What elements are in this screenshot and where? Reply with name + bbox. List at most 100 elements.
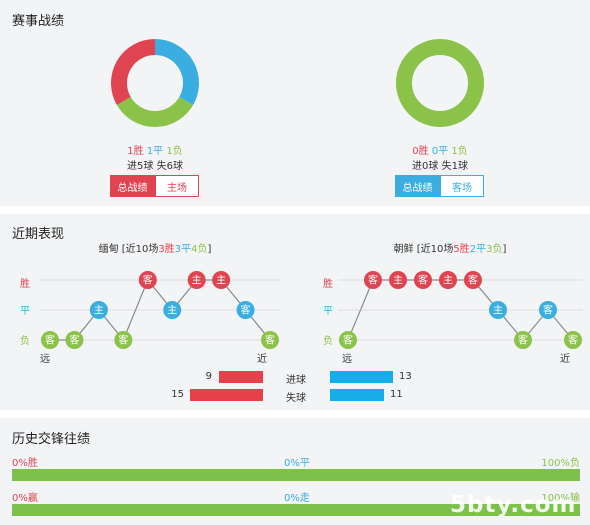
away-donut-slice-0 bbox=[396, 39, 484, 127]
home-form-point-0 bbox=[41, 331, 59, 349]
recent-panel: 近期表现 缅甸 [近10场3胜3平4负] 朝鲜 [近10场5胜2平3负] 胜 平… bbox=[0, 214, 590, 410]
home-scored-bar bbox=[219, 371, 263, 383]
home-form-point-label-2: 主 bbox=[94, 305, 104, 317]
away-form-point-label-3: 客 bbox=[418, 274, 428, 287]
history-loss-pct: 100%负 bbox=[541, 458, 580, 469]
away-summary-suffix: ] bbox=[502, 244, 507, 255]
away-form-point-label-7: 客 bbox=[518, 334, 528, 347]
home-record-wdl: 1胜 1平 1负 bbox=[100, 142, 210, 157]
history-win-pct: 0%胜 bbox=[12, 458, 38, 469]
away-ylabel-loss: 负 bbox=[323, 336, 333, 347]
away-form-point-label-8: 客 bbox=[543, 304, 553, 317]
record-panel: 赛事战绩 1胜 1平 1负 进5球 失6球 总战绩 主场 0胜 0平 1负 进0… bbox=[0, 0, 590, 206]
away-record-donut bbox=[396, 39, 484, 127]
away-recent-wins: 5胜 bbox=[453, 244, 470, 255]
away-form-point-label-5: 客 bbox=[468, 274, 478, 287]
home-ylabel-loss: 负 bbox=[20, 336, 30, 347]
home-ylabel-win: 胜 bbox=[20, 279, 30, 290]
away-form-chart: 客客主客主客主客客客 bbox=[338, 271, 583, 349]
away-draws: 0平 bbox=[431, 146, 449, 157]
scored-label: 进球 bbox=[286, 375, 306, 386]
away-form-line bbox=[347, 279, 574, 341]
away-form-point-label-0: 客 bbox=[343, 334, 353, 347]
away-scored-bar bbox=[330, 371, 393, 383]
record-title: 赛事战绩 bbox=[12, 14, 65, 29]
home-form-point-1 bbox=[65, 331, 84, 349]
away-field-button[interactable]: 客场 bbox=[440, 175, 484, 197]
home-conceded-bar bbox=[190, 389, 263, 401]
away-form-point-label-9: 客 bbox=[568, 334, 578, 347]
home-scored-value: 9 bbox=[205, 371, 212, 382]
away-near-label: 近 bbox=[560, 354, 570, 365]
home-form-point-label-7: 主 bbox=[216, 275, 226, 287]
away-form-point-label-2: 主 bbox=[393, 275, 403, 287]
home-recent-summary: 缅甸 [近10场3胜3平4负] bbox=[40, 240, 270, 255]
away-recent-summary: 朝鲜 [近10场5胜2平3负] bbox=[335, 240, 565, 255]
home-losses: 1负 bbox=[166, 146, 183, 157]
away-form-point-9 bbox=[564, 331, 582, 349]
history-handicap-push-pct: 0%走 bbox=[284, 493, 310, 504]
history-handicap-row: 0%赢 0%走 100%输 bbox=[12, 489, 580, 504]
home-goals: 进5球 失6球 bbox=[127, 161, 183, 172]
home-form-point-label-9: 客 bbox=[265, 334, 275, 347]
away-ylabel-draw: 平 bbox=[323, 306, 333, 317]
home-form-point-6 bbox=[187, 271, 206, 289]
home-total-record-button[interactable]: 总战绩 bbox=[110, 175, 155, 197]
home-donut-slice-2 bbox=[111, 39, 156, 105]
home-form-point-label-5: 主 bbox=[167, 305, 177, 317]
history-handicap-win-pct: 0%赢 bbox=[12, 493, 38, 504]
history-handicap-loss-pct: 100%输 bbox=[541, 493, 580, 504]
away-scored-value: 13 bbox=[399, 371, 412, 382]
away-form-point-8 bbox=[539, 301, 557, 319]
away-conceded-value: 11 bbox=[390, 389, 403, 400]
home-recent-wins: 3胜 bbox=[158, 244, 175, 255]
home-conceded-value: 15 bbox=[171, 389, 184, 400]
recent-title: 近期表现 bbox=[12, 227, 65, 242]
history-handicap-bar bbox=[12, 504, 580, 516]
away-wins: 0胜 bbox=[412, 146, 429, 157]
away-total-record-button[interactable]: 总战绩 bbox=[395, 175, 440, 197]
home-form-point-label-1: 客 bbox=[69, 334, 79, 347]
away-form-point-3 bbox=[414, 271, 432, 289]
watermark: 5bty.com bbox=[450, 492, 577, 518]
away-losses: 1负 bbox=[451, 146, 468, 157]
history-draw-pct: 0%平 bbox=[284, 458, 310, 469]
home-near-label: 近 bbox=[257, 354, 267, 365]
home-field-button[interactable]: 主场 bbox=[155, 175, 199, 197]
away-form-point-label-6: 主 bbox=[493, 305, 503, 317]
home-form-point-label-3: 客 bbox=[118, 334, 128, 347]
away-recent-losses: 3负 bbox=[486, 244, 503, 255]
history-wdl-row: 0%胜 0%平 100%负 bbox=[12, 454, 580, 469]
away-form-point-0 bbox=[339, 331, 357, 349]
home-form-point-5 bbox=[163, 301, 182, 319]
home-form-point-label-8: 客 bbox=[241, 304, 251, 317]
away-form-point-6 bbox=[489, 301, 507, 319]
away-form-point-1 bbox=[364, 271, 382, 289]
away-ylabel-win: 胜 bbox=[323, 279, 333, 290]
home-form-point-7 bbox=[212, 271, 231, 289]
away-form-point-label-4: 主 bbox=[443, 275, 453, 287]
away-form-point-7 bbox=[514, 331, 532, 349]
away-recent-draws: 2平 bbox=[469, 244, 487, 255]
away-form-point-2 bbox=[389, 271, 407, 289]
away-record-wdl: 0胜 0平 1负 bbox=[385, 142, 495, 157]
away-team-name: 朝鲜 bbox=[393, 244, 414, 255]
home-form-point-label-6: 主 bbox=[192, 275, 202, 287]
home-donut-slice-0 bbox=[154, 39, 199, 105]
history-title: 历史交锋往绩 bbox=[12, 432, 91, 447]
away-goals: 进0球 失1球 bbox=[412, 161, 468, 172]
home-form-point-2 bbox=[89, 301, 108, 319]
home-summary-suffix: ] bbox=[207, 244, 212, 255]
home-ylabel-draw: 平 bbox=[20, 306, 30, 317]
home-record-donut bbox=[111, 39, 199, 127]
home-form-chart: 客客主客客主主 主客客 bbox=[40, 271, 280, 349]
home-form-point-8 bbox=[236, 301, 255, 319]
home-form-point-4 bbox=[138, 271, 157, 289]
away-conceded-bar bbox=[330, 389, 384, 401]
home-draws: 1平 bbox=[146, 146, 164, 157]
home-form-line bbox=[50, 278, 271, 342]
conceded-label: 失球 bbox=[286, 393, 306, 404]
away-summary-prefix: [近10场 bbox=[413, 244, 454, 255]
home-donut-segments bbox=[111, 39, 199, 127]
home-form-point-label-4: 客 bbox=[143, 274, 153, 287]
